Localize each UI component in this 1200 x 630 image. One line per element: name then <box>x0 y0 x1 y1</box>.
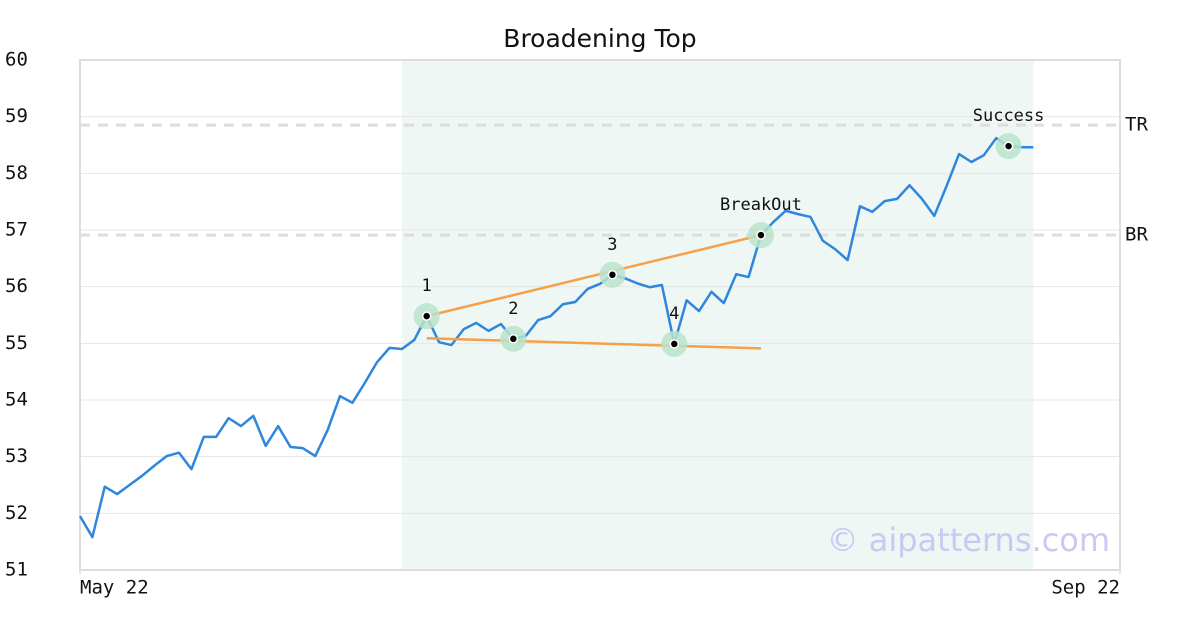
y-tick-label: 56 <box>5 275 28 297</box>
point-label: 3 <box>607 235 617 255</box>
trendline <box>426 233 762 318</box>
y-tick-label: 60 <box>5 49 28 71</box>
y-tick-label: 58 <box>5 162 28 184</box>
chart-title: Broadening Top <box>503 24 696 53</box>
shaded-region <box>401 60 1034 570</box>
y-tick-label: 57 <box>5 219 28 241</box>
trendline <box>426 336 761 350</box>
point-dot <box>1003 141 1014 151</box>
y-tick-label: 54 <box>5 389 28 411</box>
level-label: TR <box>1125 114 1148 136</box>
x-tick-label: Sep 22 <box>1051 577 1120 599</box>
point-dot <box>669 339 680 349</box>
y-tick-label: 53 <box>5 445 28 467</box>
y-tick-label: 51 <box>5 559 28 581</box>
y-tick-label: 59 <box>5 105 28 127</box>
level-label: BR <box>1125 224 1148 246</box>
point-dot <box>756 230 766 240</box>
point-label: 1 <box>422 276 432 296</box>
x-tick-label: May 22 <box>80 577 149 599</box>
point-dot <box>421 311 432 321</box>
watermark: © aipatterns.com <box>827 521 1110 559</box>
point-dot <box>607 270 618 280</box>
point-label: Success <box>973 106 1045 126</box>
price-line <box>78 136 1034 539</box>
point-label: 2 <box>508 299 518 319</box>
y-tick-label: 55 <box>5 332 28 354</box>
plot-frame <box>79 59 1121 571</box>
point-dot <box>508 334 519 344</box>
y-tick-label: 52 <box>5 502 28 524</box>
point-label: 4 <box>669 304 679 324</box>
point-label: BreakOut <box>720 195 802 215</box>
